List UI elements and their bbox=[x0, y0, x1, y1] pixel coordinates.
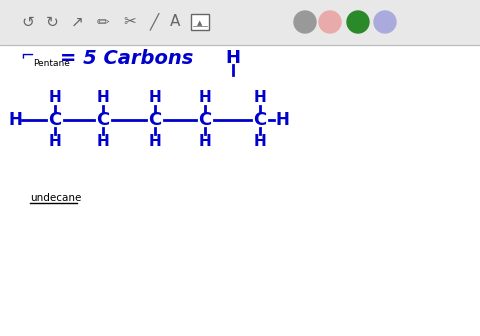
Text: ↗: ↗ bbox=[71, 14, 84, 30]
Text: ⌐: ⌐ bbox=[20, 46, 34, 64]
Text: H: H bbox=[149, 134, 161, 150]
Text: C: C bbox=[148, 111, 162, 129]
Text: C: C bbox=[198, 111, 212, 129]
Text: C: C bbox=[253, 111, 266, 129]
Text: ✏: ✏ bbox=[96, 14, 109, 30]
Text: H: H bbox=[48, 90, 61, 106]
Text: A: A bbox=[170, 14, 180, 30]
Bar bbox=[0, 0, 480, 45]
Text: C: C bbox=[48, 111, 61, 129]
Text: H: H bbox=[275, 111, 289, 129]
Circle shape bbox=[294, 11, 316, 33]
Text: undecane: undecane bbox=[30, 193, 82, 203]
Circle shape bbox=[319, 11, 341, 33]
Text: H: H bbox=[199, 134, 211, 150]
Bar bbox=[191, 14, 209, 30]
Text: H: H bbox=[253, 134, 266, 150]
Text: ↻: ↻ bbox=[46, 14, 59, 30]
Text: H: H bbox=[149, 90, 161, 106]
Text: = 5 Carbons: = 5 Carbons bbox=[60, 48, 193, 68]
Bar bbox=[0, 45, 480, 336]
Circle shape bbox=[374, 11, 396, 33]
Text: H: H bbox=[199, 90, 211, 106]
Text: H: H bbox=[253, 90, 266, 106]
Text: H: H bbox=[96, 90, 109, 106]
Text: H: H bbox=[226, 49, 240, 67]
Text: H: H bbox=[96, 134, 109, 150]
Text: ↺: ↺ bbox=[22, 14, 35, 30]
Text: H: H bbox=[8, 111, 22, 129]
Text: ✂: ✂ bbox=[124, 14, 136, 30]
Text: ╱: ╱ bbox=[149, 13, 158, 31]
Text: C: C bbox=[96, 111, 109, 129]
Text: ▲: ▲ bbox=[197, 20, 203, 26]
Text: Pentane: Pentane bbox=[33, 58, 70, 68]
Text: H: H bbox=[48, 134, 61, 150]
Circle shape bbox=[347, 11, 369, 33]
